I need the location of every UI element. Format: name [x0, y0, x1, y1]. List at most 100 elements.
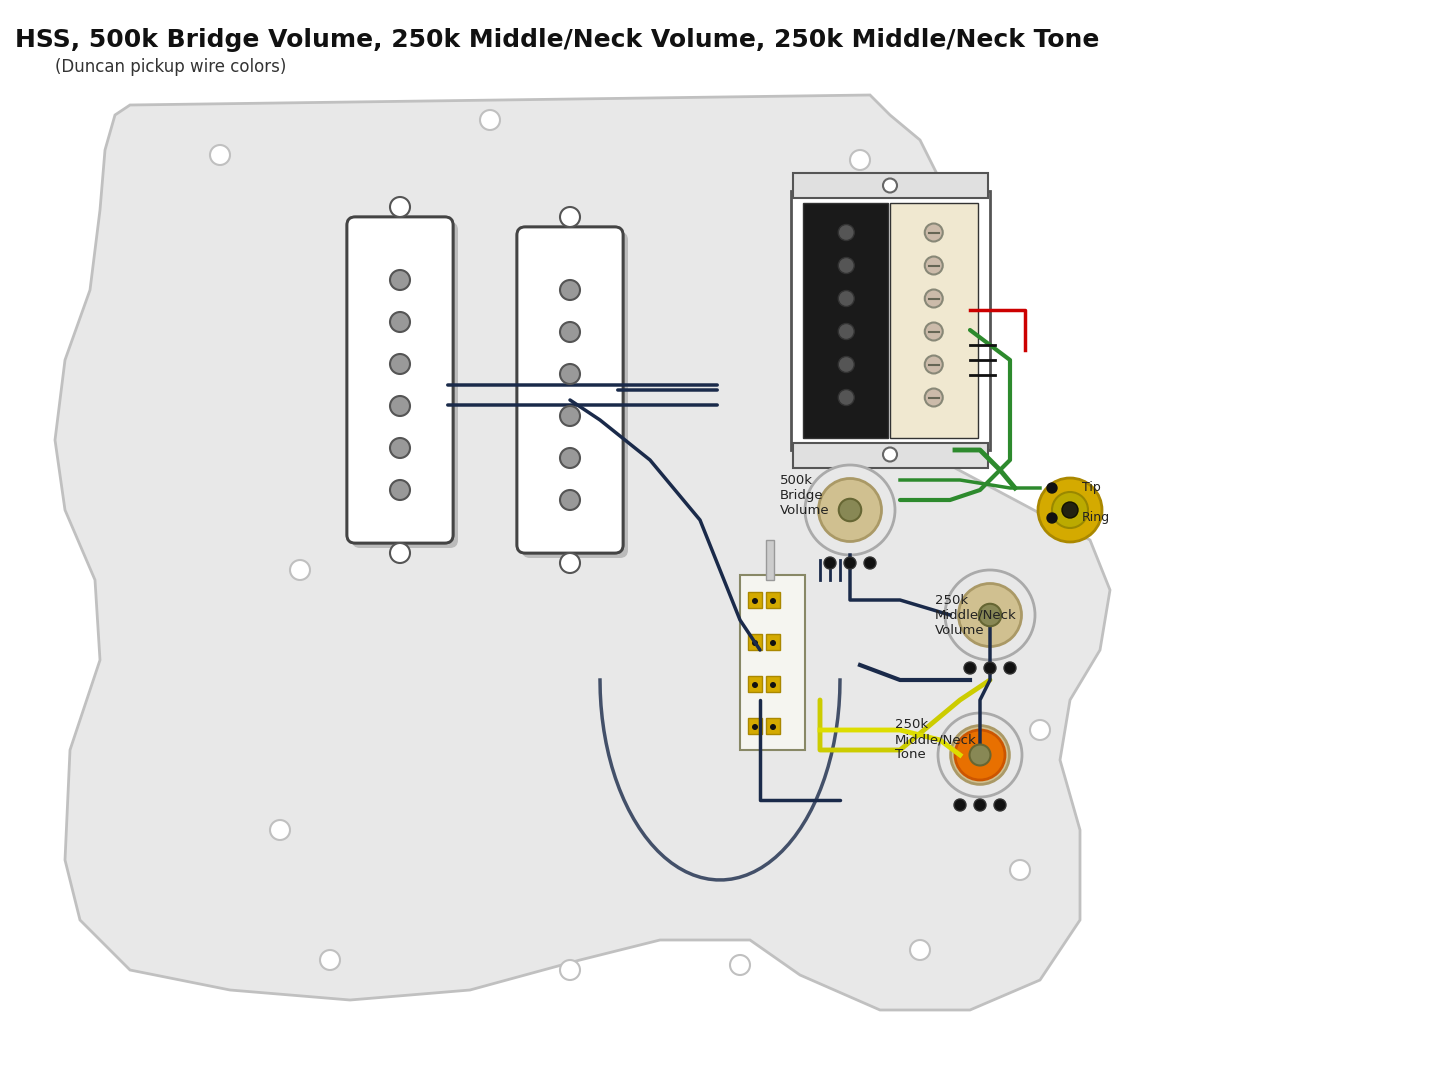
- Circle shape: [480, 110, 500, 130]
- Circle shape: [938, 713, 1022, 797]
- Circle shape: [838, 291, 854, 307]
- Circle shape: [559, 960, 580, 980]
- Circle shape: [390, 354, 410, 374]
- Circle shape: [969, 744, 991, 766]
- Circle shape: [390, 438, 410, 458]
- FancyBboxPatch shape: [352, 222, 457, 548]
- Circle shape: [959, 583, 1021, 647]
- Bar: [802, 203, 889, 437]
- Text: 500k
Bridge
Volume: 500k Bridge Volume: [779, 473, 830, 516]
- Bar: [748, 634, 762, 650]
- Bar: [792, 443, 988, 468]
- Circle shape: [210, 145, 230, 165]
- Circle shape: [838, 499, 861, 522]
- Circle shape: [955, 730, 1005, 780]
- Bar: [748, 676, 762, 692]
- Circle shape: [390, 480, 410, 500]
- Circle shape: [559, 553, 580, 573]
- Circle shape: [838, 324, 854, 339]
- Circle shape: [844, 557, 856, 569]
- Text: (Duncan pickup wire colors): (Duncan pickup wire colors): [55, 58, 286, 76]
- Bar: [766, 592, 779, 608]
- Circle shape: [1004, 662, 1017, 674]
- Bar: [890, 203, 978, 437]
- Text: Tip: Tip: [1081, 482, 1100, 495]
- Circle shape: [1009, 860, 1030, 880]
- Circle shape: [850, 150, 870, 170]
- FancyBboxPatch shape: [522, 232, 628, 558]
- Circle shape: [769, 681, 777, 688]
- Bar: [748, 592, 762, 608]
- Circle shape: [951, 726, 1009, 784]
- Circle shape: [769, 640, 777, 646]
- Circle shape: [1038, 478, 1102, 542]
- Circle shape: [925, 224, 943, 242]
- Circle shape: [979, 604, 1001, 626]
- Circle shape: [1047, 483, 1057, 492]
- Circle shape: [1047, 513, 1057, 523]
- FancyBboxPatch shape: [347, 217, 453, 543]
- Circle shape: [864, 557, 876, 569]
- Circle shape: [945, 570, 1035, 660]
- Circle shape: [838, 390, 854, 405]
- Circle shape: [559, 490, 580, 510]
- Circle shape: [883, 447, 897, 461]
- Circle shape: [752, 681, 758, 688]
- Bar: [766, 634, 779, 650]
- Circle shape: [925, 323, 943, 340]
- Circle shape: [925, 289, 943, 308]
- Circle shape: [559, 322, 580, 342]
- Circle shape: [559, 406, 580, 426]
- Bar: [766, 540, 774, 580]
- Circle shape: [559, 448, 580, 468]
- Circle shape: [925, 256, 943, 274]
- Circle shape: [925, 355, 943, 374]
- Circle shape: [270, 820, 290, 840]
- Circle shape: [752, 640, 758, 646]
- Bar: [748, 718, 762, 734]
- Circle shape: [1053, 492, 1089, 528]
- Circle shape: [838, 257, 854, 273]
- Circle shape: [559, 207, 580, 227]
- Circle shape: [559, 364, 580, 384]
- Circle shape: [390, 396, 410, 416]
- Circle shape: [752, 598, 758, 604]
- Bar: [792, 173, 988, 198]
- FancyBboxPatch shape: [518, 227, 623, 553]
- Circle shape: [390, 543, 410, 563]
- Polygon shape: [55, 95, 1110, 1010]
- Bar: [766, 718, 779, 734]
- Circle shape: [390, 270, 410, 291]
- Circle shape: [731, 955, 751, 975]
- Text: 250k
Middle/Neck
Tone: 250k Middle/Neck Tone: [894, 718, 976, 761]
- Circle shape: [963, 662, 976, 674]
- Circle shape: [838, 356, 854, 373]
- Circle shape: [1030, 720, 1050, 740]
- Circle shape: [1063, 502, 1078, 518]
- Text: 250k
Middle/Neck
Volume: 250k Middle/Neck Volume: [935, 594, 1017, 636]
- FancyBboxPatch shape: [791, 190, 989, 449]
- Circle shape: [769, 598, 777, 604]
- Circle shape: [805, 465, 894, 555]
- Text: Ring: Ring: [1081, 512, 1110, 525]
- Circle shape: [559, 280, 580, 300]
- Circle shape: [883, 178, 897, 192]
- Circle shape: [818, 478, 881, 541]
- Circle shape: [390, 312, 410, 332]
- Circle shape: [769, 724, 777, 730]
- Circle shape: [910, 940, 930, 960]
- Circle shape: [321, 950, 339, 970]
- Circle shape: [953, 799, 966, 811]
- FancyBboxPatch shape: [347, 217, 453, 543]
- Circle shape: [290, 561, 311, 580]
- Circle shape: [925, 389, 943, 406]
- Circle shape: [390, 197, 410, 217]
- Circle shape: [838, 225, 854, 241]
- Circle shape: [984, 662, 997, 674]
- FancyBboxPatch shape: [518, 227, 623, 553]
- Bar: [766, 676, 779, 692]
- Circle shape: [752, 724, 758, 730]
- Circle shape: [824, 557, 835, 569]
- Circle shape: [974, 799, 986, 811]
- Text: HSS, 500k Bridge Volume, 250k Middle/Neck Volume, 250k Middle/Neck Tone: HSS, 500k Bridge Volume, 250k Middle/Nec…: [14, 28, 1100, 52]
